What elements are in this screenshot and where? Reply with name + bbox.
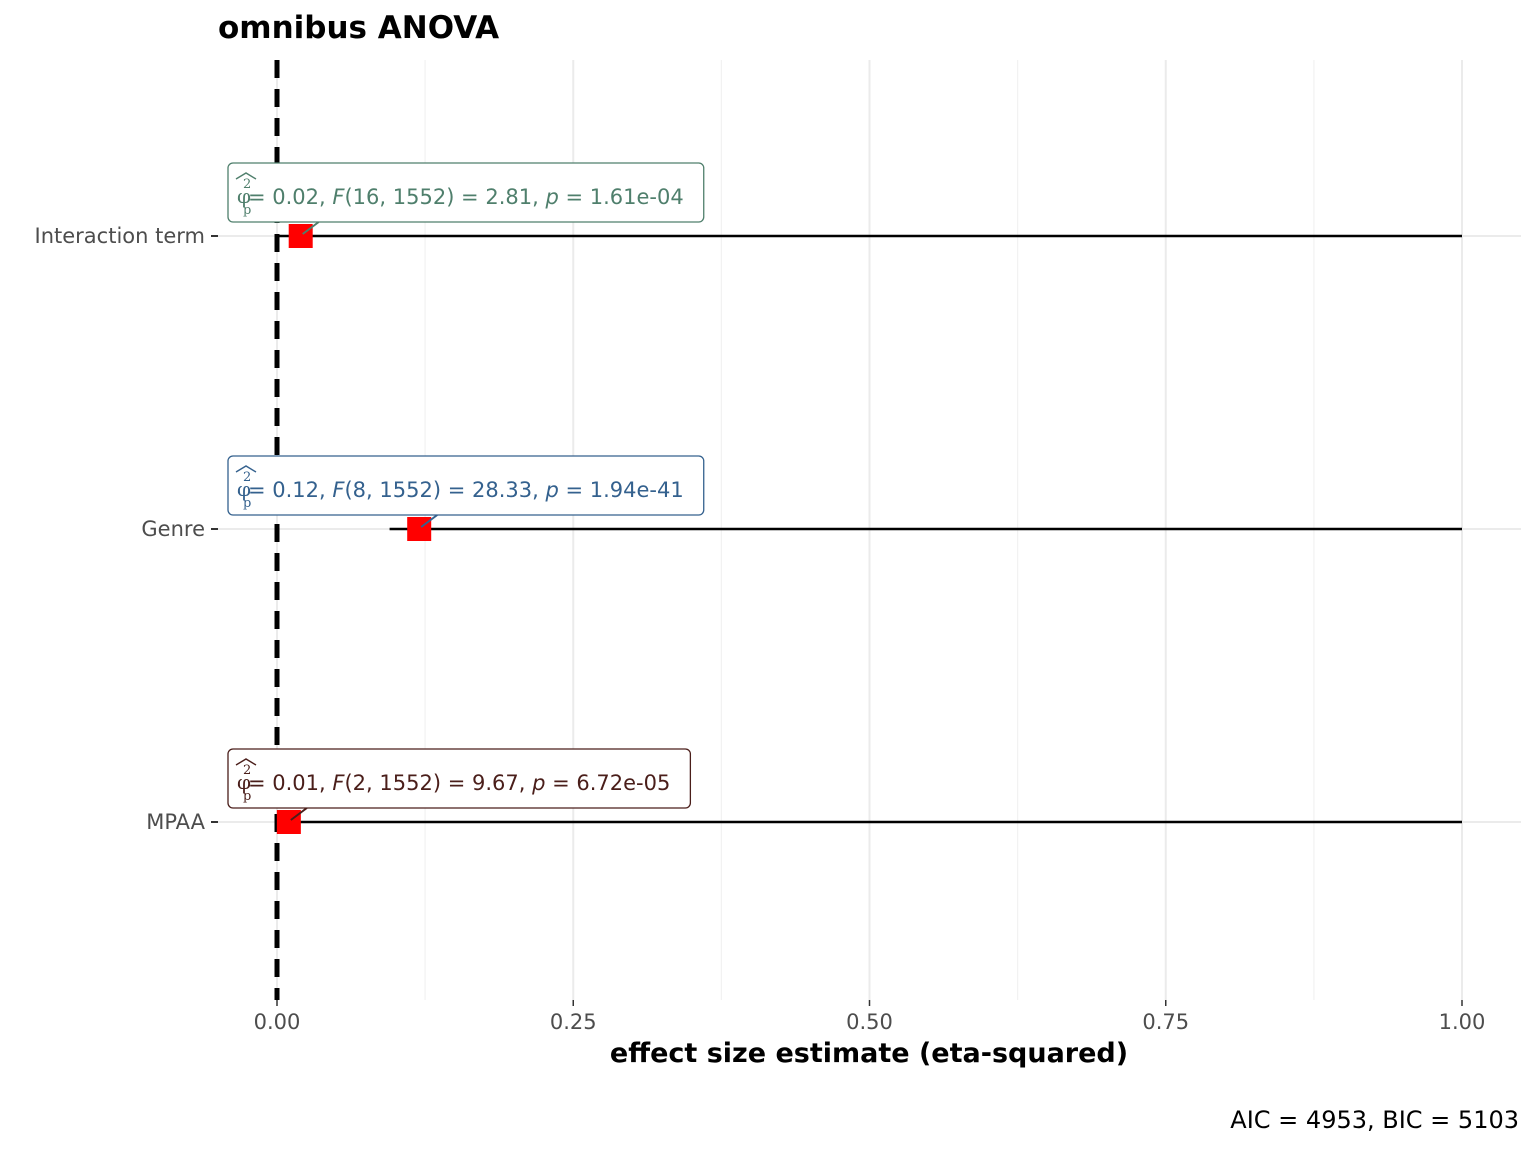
term-group: = 0.02, F(16, 1552) = 2.81, p = 1.61e-04… xyxy=(227,162,1462,248)
x-tick-label: 0.25 xyxy=(550,1010,597,1034)
label-connector xyxy=(420,514,438,528)
label-box xyxy=(227,162,705,223)
phi-symbol: φ xyxy=(237,184,251,208)
phi-superscript: 2 xyxy=(243,763,251,778)
estimate-point xyxy=(276,810,301,834)
term-group: = 0.01, F(2, 1552) = 9.67, p = 6.72e-05φ… xyxy=(227,748,1462,834)
effect-label: = 0.01, F(2, 1552) = 9.67, p = 6.72e-05 xyxy=(248,771,670,795)
estimate-point xyxy=(288,224,313,248)
hat-glyph xyxy=(235,465,257,473)
marks: = 0.02, F(16, 1552) = 2.81, p = 1.61e-04… xyxy=(227,162,1462,834)
y-tick-label: Genre xyxy=(141,517,205,541)
x-axis: 0.00 0.25 0.50 0.75 1.00 xyxy=(254,1000,1486,1034)
term-group: = 0.12, F(8, 1552) = 28.33, p = 1.94e-41… xyxy=(227,455,1462,541)
phi-symbol: φ xyxy=(237,477,251,501)
label-box xyxy=(227,455,705,516)
phi-subscript: p xyxy=(243,789,251,804)
effect-label: = 0.12, F(8, 1552) = 28.33, p = 1.94e-41 xyxy=(248,478,684,502)
label-box xyxy=(227,748,692,809)
effect-label: = 0.02, F(16, 1552) = 2.81, p = 1.61e-04 xyxy=(248,185,684,209)
chart-caption: AIC = 4953, BIC = 5103 xyxy=(1230,1106,1519,1134)
x-tick-label: 0.50 xyxy=(846,1010,893,1034)
phi-superscript: 2 xyxy=(243,177,251,192)
phi-symbol: φ xyxy=(237,770,251,794)
chart-title: omnibus ANOVA xyxy=(218,10,499,46)
hat-glyph xyxy=(235,758,257,766)
y-tick-label: Interaction term xyxy=(35,224,205,248)
phi-subscript: p xyxy=(243,496,251,511)
estimate-point xyxy=(407,517,432,541)
phi-subscript: p xyxy=(243,203,251,218)
phi-superscript: 2 xyxy=(243,470,251,485)
x-tick-label: 0.00 xyxy=(254,1010,301,1034)
label-connector xyxy=(290,807,308,821)
hat-glyph xyxy=(235,172,257,180)
x-tick-label: 1.00 xyxy=(1439,1010,1486,1034)
x-axis-title: effect size estimate (eta-squared) xyxy=(610,1038,1128,1069)
y-tick-label: MPAA xyxy=(146,810,205,834)
x-tick-label: 0.75 xyxy=(1142,1010,1189,1034)
y-axis: Interaction term Genre MPAA xyxy=(35,224,218,834)
label-connector xyxy=(302,221,320,235)
